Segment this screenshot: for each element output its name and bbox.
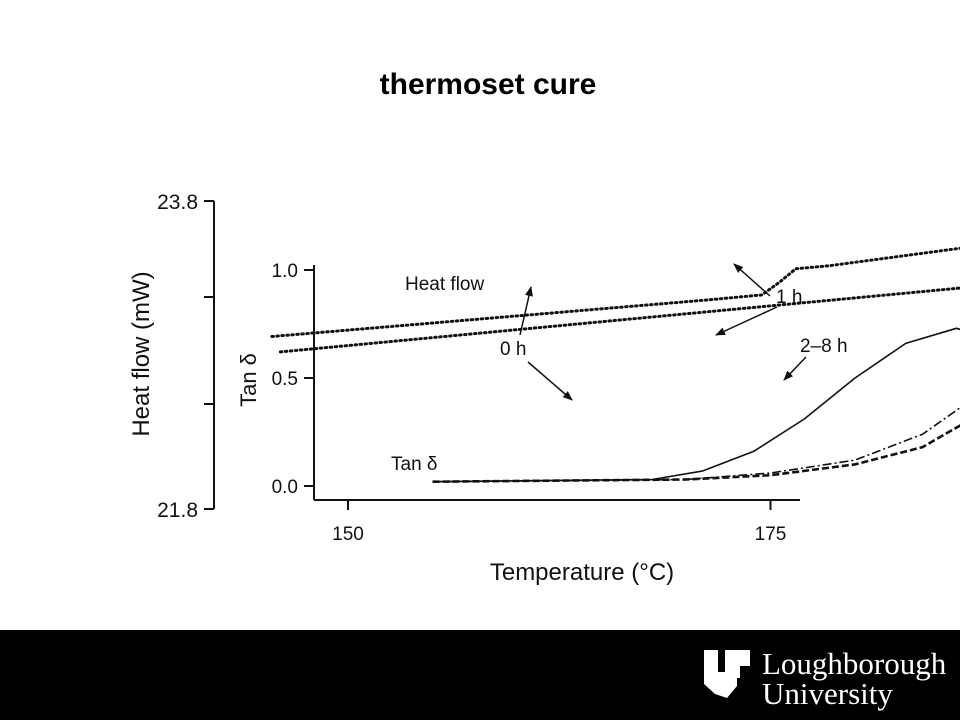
series-line-tan-delta-2-8-h [432,424,960,483]
x-axis-title: Temperature (°C) [490,559,674,586]
axes: 23.8 21.8 Heat flow (mW) 1.0 0.5 0.0 Tan δ 150 1… [128,191,800,586]
left-axis-title: Heat flow (mW) [128,271,155,436]
annotation-arrow-4 [783,356,807,381]
university-shield-icon [704,650,750,698]
x-tick-label-1: 175 [755,524,787,545]
tan-tick-label-2: 0.0 [272,477,298,498]
annotation-arrow-3 [715,306,778,336]
series-line-tan-delta-0-h [432,327,960,483]
left-tick-label-top: 23.8 [157,191,198,214]
annotations: Heat flow Tan δ 0 h 1 h 2–8 h [391,263,848,475]
annotation-arrow-0 [519,286,533,336]
annotation-1h: 1 h [776,287,802,308]
logo-text-line2: University [762,676,893,711]
left-tick-label-bottom: 21.8 [157,499,198,522]
x-tick-label-0: 150 [332,524,364,545]
chart: 23.8 21.8 Heat flow (mW) 1.0 0.5 0.0 Tan δ 150 1… [128,191,960,586]
annotation-arrow-1 [527,361,573,401]
tan-tick-label-1: 0.5 [272,369,298,390]
tan-axis-title: Tan δ [236,353,261,407]
series-line-heat-flow-1-h [278,286,960,354]
slide-title: thermoset cure [379,68,597,101]
annotation-tan-delta: Tan δ [391,454,438,475]
annotation-heat-flow: Heat flow [405,274,484,295]
series-layer [270,246,960,483]
annotation-0h: 0 h [500,339,526,360]
tan-tick-label-0: 1.0 [272,261,298,282]
logo-text-line1: Loughborough [762,646,947,681]
annotation-arrow-2 [733,263,771,297]
series-line-tan-delta-1-h [432,406,960,483]
annotation-2-8h: 2–8 h [800,336,848,357]
footer-bar: Loughborough University [0,630,960,720]
series-line-heat-flow-0-h [270,246,960,338]
